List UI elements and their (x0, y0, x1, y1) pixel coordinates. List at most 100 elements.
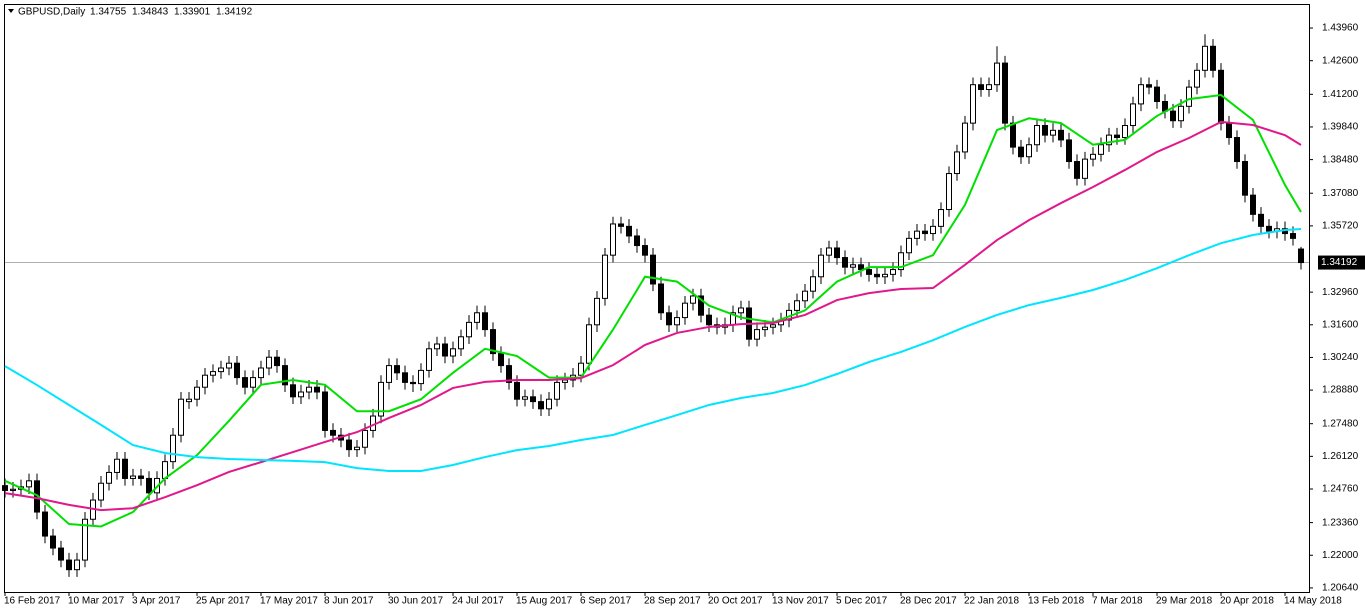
candle-body (970, 84, 976, 124)
candle-body (290, 384, 296, 398)
candle-body (1098, 144, 1104, 155)
candle-body (282, 365, 288, 386)
x-tick-label: 29 Mar 2018 (1156, 596, 1213, 607)
candle-body (682, 302, 688, 319)
candle-body (42, 511, 48, 537)
candle-body (754, 329, 760, 340)
candle-body (130, 475, 136, 479)
candle-body (242, 377, 248, 388)
candle-body (666, 312, 672, 326)
x-tick-label: 28 Sep 2017 (644, 596, 701, 607)
candle-body (418, 369, 424, 385)
candle-body (634, 235, 640, 247)
candle-body (66, 559, 72, 571)
candle-body (394, 365, 400, 374)
candle-body (1234, 137, 1240, 163)
candle-body (122, 458, 128, 479)
x-tick-label: 13 Feb 2018 (1028, 596, 1085, 607)
y-tick-label: 1.43960 (1322, 23, 1359, 34)
candle-body (978, 84, 984, 91)
candle-body (346, 439, 352, 451)
candle-body (818, 254, 824, 278)
candle-body (1194, 69, 1200, 88)
candle-body (658, 283, 664, 314)
candle-body (546, 398, 552, 410)
candle-body (490, 329, 496, 355)
candle-body (1242, 161, 1248, 196)
candle-body (874, 273, 880, 278)
candle-body (482, 312, 488, 331)
candle-body (1146, 84, 1152, 88)
candle-body (1202, 45, 1208, 71)
candle-body (826, 247, 832, 256)
candle-body (1170, 110, 1176, 122)
candle-body (794, 300, 800, 311)
candle-body (442, 343, 448, 357)
candle-body (842, 257, 848, 268)
candle-body (1130, 103, 1136, 127)
candle-body (954, 151, 960, 175)
last-price-box (1318, 255, 1365, 270)
candle-body (410, 381, 416, 385)
candle-body (1026, 144, 1032, 158)
candle-body (466, 321, 472, 338)
x-tick-label: 24 Jul 2017 (452, 596, 504, 607)
candle-body (890, 269, 896, 275)
candle-body (298, 391, 304, 398)
y-tick-label: 1.28880 (1322, 385, 1359, 396)
last-price-label: 1.34192 (1321, 257, 1358, 268)
candle-body (458, 336, 464, 350)
candle-body (922, 230, 928, 235)
candle-body (506, 365, 512, 383)
candle-body (1074, 161, 1080, 179)
candle-body (474, 312, 480, 323)
x-tick-label: 7 Mar 2018 (1092, 596, 1143, 607)
candle-body (378, 381, 384, 417)
candle-body (514, 381, 520, 400)
candle-body (250, 377, 256, 388)
candle-body (1138, 84, 1144, 105)
candle-body (762, 326, 768, 331)
header-value: 1.34843 (132, 7, 169, 18)
x-tick-label: 10 Mar 2017 (68, 596, 125, 607)
candle-body (2, 485, 8, 491)
y-tick-label: 1.27480 (1322, 418, 1359, 429)
candle-body (938, 209, 944, 227)
collapse-arrow[interactable] (8, 9, 14, 13)
x-tick-label: 5 Dec 2017 (836, 596, 888, 607)
candle-body (106, 471, 112, 484)
candle-body (434, 343, 440, 350)
candle-body (1178, 105, 1184, 122)
x-tick-label: 8 Jun 2017 (324, 596, 374, 607)
y-tick-label: 1.38480 (1322, 154, 1359, 165)
header-value: 1.34755 (90, 7, 127, 18)
candle-body (674, 317, 680, 326)
candle-body (578, 362, 584, 376)
candle-body (402, 372, 408, 383)
y-tick-label: 1.35720 (1322, 221, 1359, 232)
candle-body (1114, 134, 1120, 139)
candle-body (530, 396, 536, 403)
x-tick-label: 16 Feb 2017 (4, 596, 61, 607)
candle-body (690, 295, 696, 304)
candle-body (314, 386, 320, 393)
moving-average (4, 93, 1302, 528)
candle-body (882, 273, 888, 278)
candle-body (1210, 45, 1216, 71)
candle-body (1010, 122, 1016, 148)
candle-body (650, 254, 656, 285)
candle-body (962, 122, 968, 153)
candle-body (562, 379, 568, 383)
candle-body (50, 535, 56, 549)
y-tick-label: 1.41200 (1322, 89, 1359, 100)
candle-body (586, 324, 592, 364)
x-tick-label: 20 Apr 2018 (1220, 596, 1274, 607)
candle-body (858, 264, 864, 271)
y-tick-label: 1.31600 (1322, 319, 1359, 330)
y-tick-label: 1.22000 (1322, 550, 1359, 561)
candle-body (994, 62, 1000, 86)
candle-body (1266, 225, 1272, 232)
candle-body (362, 429, 368, 448)
